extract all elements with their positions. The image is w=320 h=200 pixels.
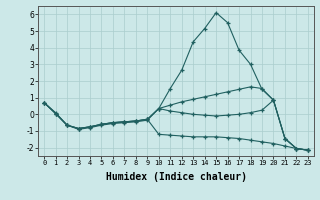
X-axis label: Humidex (Indice chaleur): Humidex (Indice chaleur) (106, 172, 246, 182)
